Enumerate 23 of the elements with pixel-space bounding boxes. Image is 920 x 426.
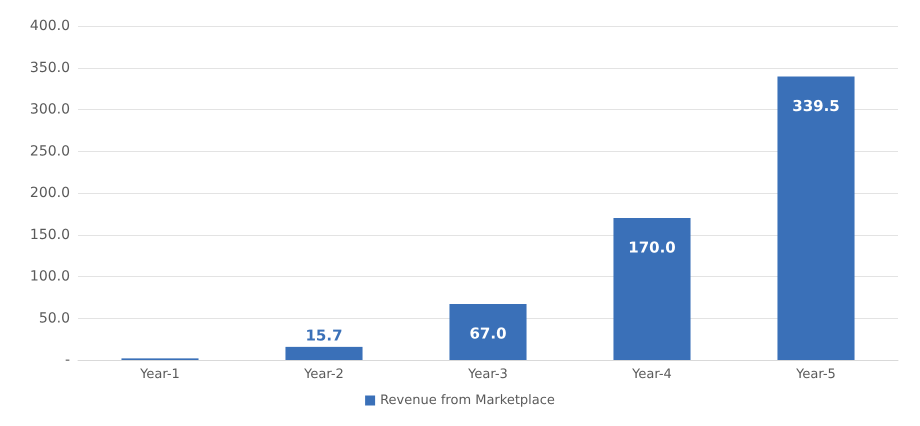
y-tick-label: 400.0 <box>30 18 70 34</box>
bar <box>613 218 691 360</box>
x-tick-label: Year-5 <box>795 367 836 382</box>
y-tick-label: 200.0 <box>30 185 70 201</box>
bar <box>449 304 527 360</box>
bar <box>777 76 855 360</box>
y-tick-label: 100.0 <box>30 268 70 284</box>
x-tick-label: Year-3 <box>467 367 508 382</box>
legend-label: Revenue from Marketplace <box>380 393 555 408</box>
data-label: 170.0 <box>628 238 676 257</box>
x-tick-label: Year-4 <box>631 367 672 382</box>
data-label: 15.7 <box>305 326 343 344</box>
x-tick-label: Year-1 <box>139 367 180 382</box>
data-label: 339.5 <box>792 97 840 116</box>
data-label: 67.0 <box>469 324 507 343</box>
y-tick-label: 300.0 <box>30 102 70 118</box>
y-tick-label: 250.0 <box>30 143 70 160</box>
y-tick-label: 350.0 <box>30 60 70 76</box>
x-tick-label: Year-2 <box>303 367 344 382</box>
y-tick-label: - <box>64 352 70 368</box>
bar <box>285 346 363 360</box>
y-tick-label: 50.0 <box>38 310 70 326</box>
y-tick-label: 150.0 <box>30 226 70 243</box>
